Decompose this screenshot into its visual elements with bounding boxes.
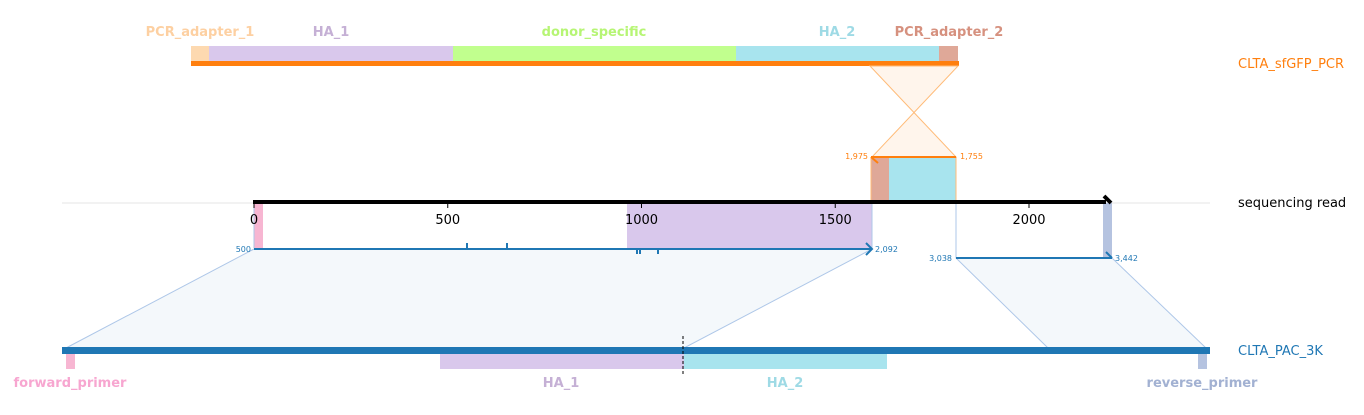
read-ha-1-block [627, 203, 872, 248]
pac-backbone [62, 347, 1210, 354]
pac-track-label: CLTA_PAC_3K [1238, 344, 1323, 359]
ha-1-label: HA_1 [313, 25, 350, 40]
read-track-label: sequencing read [1238, 196, 1346, 211]
pac-ha-1-block [440, 354, 684, 369]
read-axis-tick-label: 0 [250, 213, 258, 228]
donor-specific-label: donor_specific [542, 25, 647, 40]
read-pcr-adapter-2-block [871, 157, 889, 202]
pcr-end-coord: 1,755 [960, 152, 983, 161]
reverse-primer-label: reverse_primer [1147, 376, 1259, 391]
pcr-crossed-band [868, 65, 960, 158]
pcr-start-coord: 1,975 [845, 152, 868, 161]
read-arrowhead [1102, 194, 1113, 205]
read-axis-tick-label: 500 [435, 213, 460, 228]
pac2-end-coord: 3,442 [1115, 254, 1138, 263]
pac1-alignment-arrow [865, 242, 874, 256]
pac-forward-primer-block [66, 354, 75, 369]
pcr-adapter-1-block [191, 46, 209, 62]
read-axis-ticks: 0 500 1000 1500 2000 [250, 203, 1046, 228]
pac1-end-coord: 2,092 [875, 245, 898, 254]
donor-specific-block [453, 46, 736, 62]
read-forward-primer-block [254, 203, 263, 248]
read-backbone [253, 200, 1106, 204]
ha-2-block [736, 46, 939, 62]
ha-1-block [209, 46, 453, 62]
pcr-adapter-2-block [939, 46, 958, 62]
pac2-start-coord: 3,038 [929, 254, 952, 263]
pac-ha-2-block [684, 354, 887, 369]
read-track: 0 500 1000 1500 2000 sequencing read [250, 194, 1346, 257]
read-ha-2-block [889, 157, 956, 202]
pcr-backbone [191, 61, 959, 66]
ha-2-label: HA_2 [819, 25, 856, 40]
pac-ha-1-label: HA_1 [543, 376, 580, 391]
pcr-alignment-band: 1,975 1,755 [845, 65, 983, 202]
pcr-adapter-2-label: PCR_adapter_2 [895, 25, 1004, 40]
pac-reverse-primer-block [1198, 354, 1207, 369]
read-axis-tick-label: 2000 [1012, 213, 1045, 228]
read-axis-tick-label: 1000 [625, 213, 658, 228]
forward-primer-label: forward_primer [14, 376, 128, 391]
pac-track: forward_primer HA_1 HA_2 reverse_primer … [14, 336, 1323, 391]
pcr-alignment-arrow [870, 156, 879, 164]
pcr-track-label: CLTA_sfGFP_PCR [1238, 57, 1344, 72]
pcr-adapter-1-label: PCR_adapter_1 [146, 25, 255, 40]
pac1-start-coord: 500 [236, 245, 251, 254]
pac-ha-2-label: HA_2 [767, 376, 804, 391]
pac2-alignment-arrow [1105, 251, 1113, 259]
pac-alignment-bands: 500 2,092 3,038 3,442 [65, 242, 1208, 349]
pac1-band [65, 248, 873, 349]
read-axis-tick-label: 1500 [819, 213, 852, 228]
pcr-track: PCR_adapter_1 HA_1 donor_specific HA_2 P… [146, 25, 1344, 72]
read-reverse-primer-block [1103, 203, 1112, 257]
pac2-band [954, 257, 1208, 349]
